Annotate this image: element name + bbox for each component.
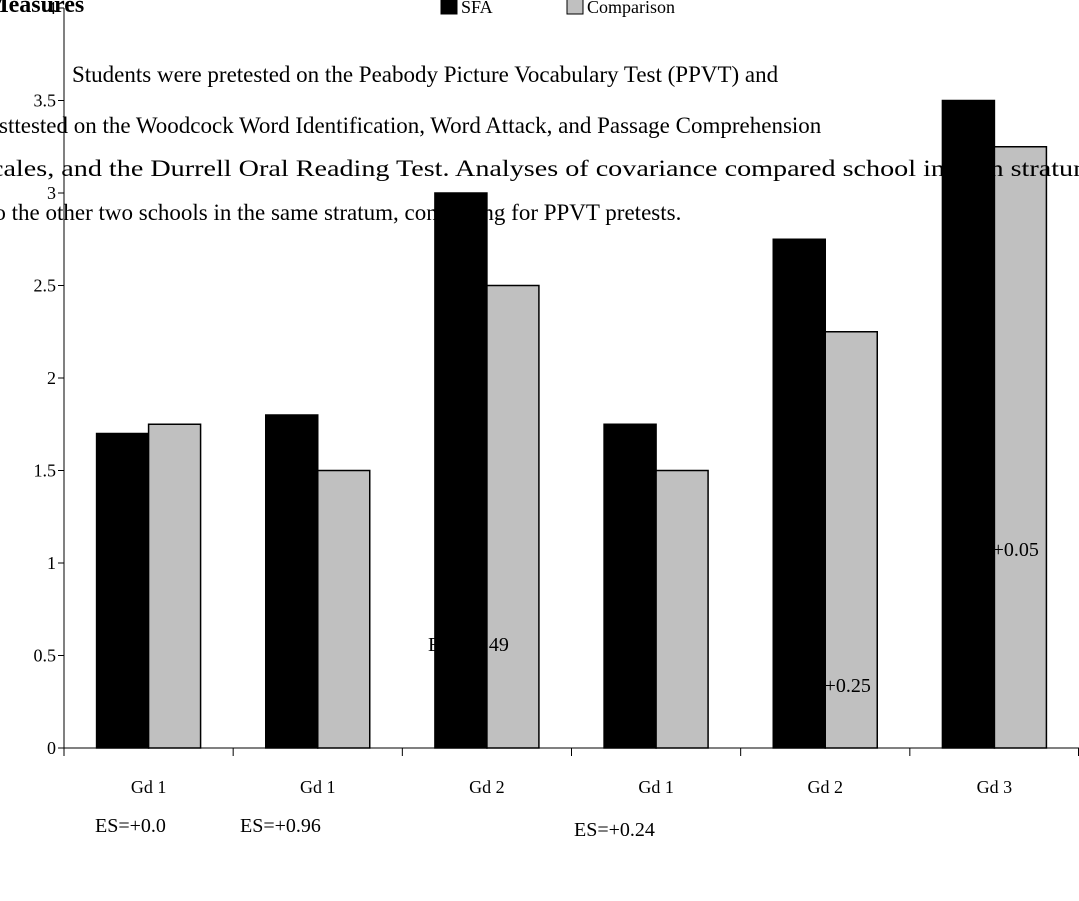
y-tick-label: 3	[47, 183, 56, 203]
y-tick-label: 1.5	[34, 461, 57, 481]
x-tick-label: Gd 3	[977, 777, 1013, 797]
bar	[824, 331, 878, 749]
x-tick-label: Gd 1	[638, 777, 674, 797]
y-tick-label: 3.5	[34, 91, 57, 111]
annotation: ES=+0.96	[240, 815, 321, 837]
bar	[941, 99, 996, 749]
annotation: ES=+0.49	[428, 634, 509, 656]
x-tick-label: Gd 1	[300, 777, 336, 797]
legend-label: SFA	[461, 0, 493, 17]
x-tick-label: Gd 2	[469, 777, 505, 797]
bar	[772, 238, 826, 749]
x-tick-label: Gd 2	[808, 777, 844, 797]
y-tick-label: 1	[47, 553, 56, 573]
bar	[95, 432, 150, 749]
bar	[317, 469, 371, 749]
bar	[655, 469, 709, 749]
annotation: ES=+0.24	[574, 819, 655, 841]
annotation: ES=+0.05	[958, 539, 1039, 561]
annotation: ES=+0.25	[790, 675, 871, 697]
legend-label: Comparison	[587, 0, 675, 17]
y-tick-label: 0	[47, 738, 56, 758]
legend-swatch	[566, 0, 584, 15]
bar	[265, 414, 319, 749]
y-tick-label: 2	[47, 368, 56, 388]
y-tick-label: 0.5	[34, 646, 57, 666]
paragraph-line: Students were pretested on the Peabody P…	[72, 62, 779, 87]
bar	[147, 423, 202, 749]
paragraph-line: posttested on the Woodcock Word Identifi…	[0, 113, 822, 138]
paragraph-line: to the other two schools in the same str…	[0, 200, 681, 225]
y-tick-label: 2.5	[34, 276, 57, 296]
y-tick-label: 4	[47, 0, 56, 18]
x-tick-label: Gd 1	[131, 777, 167, 797]
legend-swatch	[440, 0, 458, 15]
paragraph-line: scales, and the Durrell Oral Reading Tes…	[0, 156, 1079, 181]
bar	[434, 192, 488, 749]
bar	[993, 146, 1048, 749]
bar	[486, 284, 540, 749]
bar	[603, 423, 657, 749]
annotation: ES=+0.0	[95, 815, 166, 837]
doc-title: Measures	[0, 0, 84, 18]
